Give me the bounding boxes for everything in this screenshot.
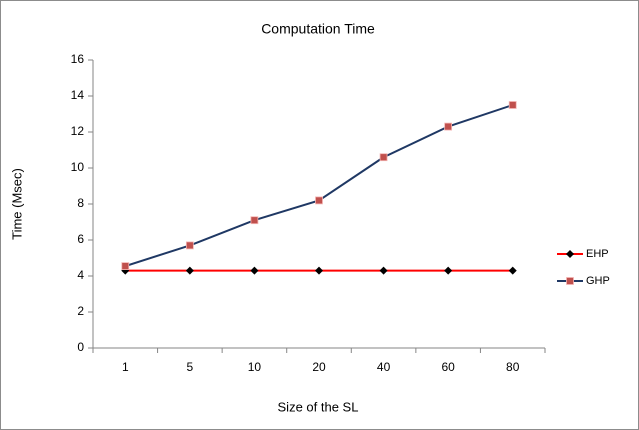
chart-title: Computation Time (261, 21, 375, 37)
data-point (379, 266, 388, 275)
data-point (121, 262, 130, 271)
y-tick-label: 14 (71, 88, 85, 102)
y-tick-label: 2 (77, 304, 84, 318)
data-point (379, 153, 388, 162)
data-point (250, 266, 259, 275)
y-tick-label: 8 (77, 196, 84, 210)
legend-label: GHP (586, 275, 610, 287)
y-tick-label: 0 (77, 340, 84, 354)
y-tick-label: 4 (77, 268, 84, 282)
legend-marker (566, 277, 574, 285)
data-point (444, 266, 453, 275)
x-tick-label: 40 (377, 360, 391, 374)
data-point (185, 241, 194, 250)
y-tick-label: 16 (71, 52, 85, 66)
y-axis-label: Time (Msec) (9, 168, 24, 240)
legend-label: EHP (586, 248, 609, 260)
data-point (250, 216, 259, 225)
data-point (508, 101, 517, 109)
data-point (508, 266, 517, 275)
x-tick-label: 20 (312, 360, 326, 374)
y-tick-label: 10 (71, 160, 85, 174)
data-point (315, 266, 323, 275)
y-tick-label: 6 (77, 232, 84, 246)
x-tick-label: 5 (187, 360, 194, 374)
data-point (444, 122, 453, 131)
x-tick-label: 80 (506, 360, 520, 374)
data-point (185, 266, 194, 275)
x-tick-label: 60 (441, 360, 455, 374)
x-tick-label: 10 (248, 360, 262, 374)
y-tick-label: 12 (71, 124, 85, 138)
x-axis-label: Size of the SL (278, 399, 359, 414)
x-tick-label: 1 (122, 360, 129, 374)
data-point (315, 196, 323, 205)
legend-marker (566, 250, 574, 258)
